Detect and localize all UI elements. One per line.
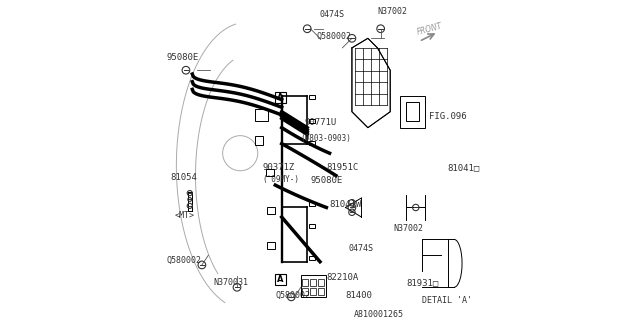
Text: 95080E: 95080E <box>167 53 199 62</box>
Text: N37002: N37002 <box>378 7 408 16</box>
Text: N37002: N37002 <box>394 224 424 233</box>
Text: A810001265: A810001265 <box>353 310 403 319</box>
Text: (0803-0903): (0803-0903) <box>301 134 352 143</box>
Bar <box>309 141 315 145</box>
Text: Q580002: Q580002 <box>167 256 202 265</box>
Text: 81041W: 81041W <box>330 200 362 209</box>
Text: 81400: 81400 <box>346 291 372 300</box>
Bar <box>266 169 274 176</box>
Bar <box>303 279 308 286</box>
Text: 81951C: 81951C <box>326 163 358 172</box>
Bar <box>310 288 316 295</box>
Bar <box>255 109 268 121</box>
Text: Q580002: Q580002 <box>317 32 352 41</box>
Text: 0474S: 0474S <box>349 244 374 253</box>
Text: 0474S: 0474S <box>320 10 345 19</box>
Text: 90771U: 90771U <box>304 118 336 127</box>
Text: 82210A: 82210A <box>326 273 358 282</box>
Text: Q580002: Q580002 <box>275 291 310 300</box>
Text: <MT>: <MT> <box>175 211 195 220</box>
Bar <box>309 202 315 206</box>
Text: DETAIL 'A': DETAIL 'A' <box>422 296 472 305</box>
Text: 81931□: 81931□ <box>406 278 438 287</box>
Bar <box>406 102 419 121</box>
Text: A: A <box>277 93 284 102</box>
Bar <box>268 242 275 249</box>
Bar <box>318 288 323 295</box>
Bar <box>310 279 316 286</box>
Text: FRONT: FRONT <box>416 21 444 36</box>
Bar <box>400 96 426 128</box>
Text: FIG.096: FIG.096 <box>429 112 466 121</box>
Text: N370031: N370031 <box>213 278 248 287</box>
Bar <box>309 95 315 99</box>
Text: ('09MY-): ('09MY-) <box>262 175 300 184</box>
Text: 81041□: 81041□ <box>447 163 480 172</box>
Text: 95080E: 95080E <box>310 176 342 185</box>
Bar <box>309 224 315 228</box>
Bar <box>309 256 315 260</box>
Text: 81054: 81054 <box>170 173 197 182</box>
Bar <box>303 288 308 295</box>
Text: 90371Z: 90371Z <box>262 163 295 172</box>
Bar <box>268 207 275 214</box>
Text: A: A <box>277 275 284 284</box>
Bar <box>255 136 262 145</box>
Bar <box>318 279 323 286</box>
Bar <box>309 119 315 123</box>
Bar <box>301 275 326 297</box>
